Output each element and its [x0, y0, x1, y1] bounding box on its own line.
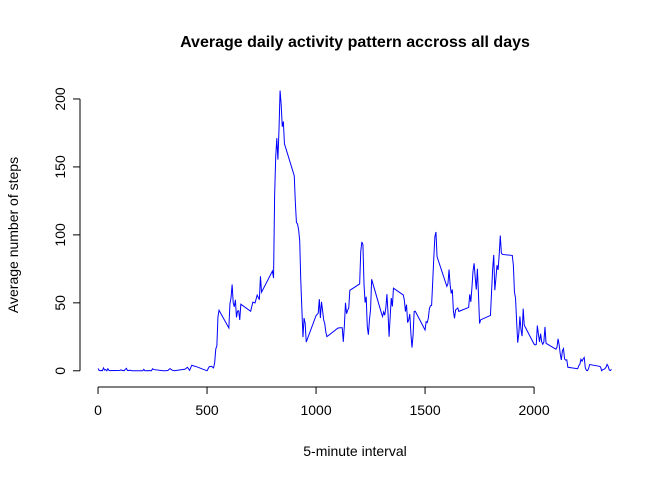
x-tick-label: 1000	[300, 402, 331, 418]
x-tick-label: 0	[94, 402, 102, 418]
y-tick-label: 100	[52, 223, 68, 247]
y-tick-label: 0	[52, 367, 68, 375]
y-tick-label: 50	[52, 295, 68, 311]
data-line	[97, 90, 612, 372]
x-tick-label: 1500	[409, 402, 440, 418]
x-tick-label: 2000	[518, 402, 549, 418]
x-axis-label: 5-minute interval	[303, 443, 407, 459]
y-tick-label: 150	[52, 155, 68, 179]
y-tick-label: 200	[52, 87, 68, 111]
y-axis-label: Average number of steps	[5, 157, 21, 313]
x-tick-label: 500	[195, 402, 219, 418]
chart-title: Average daily activity pattern accross a…	[180, 34, 530, 51]
